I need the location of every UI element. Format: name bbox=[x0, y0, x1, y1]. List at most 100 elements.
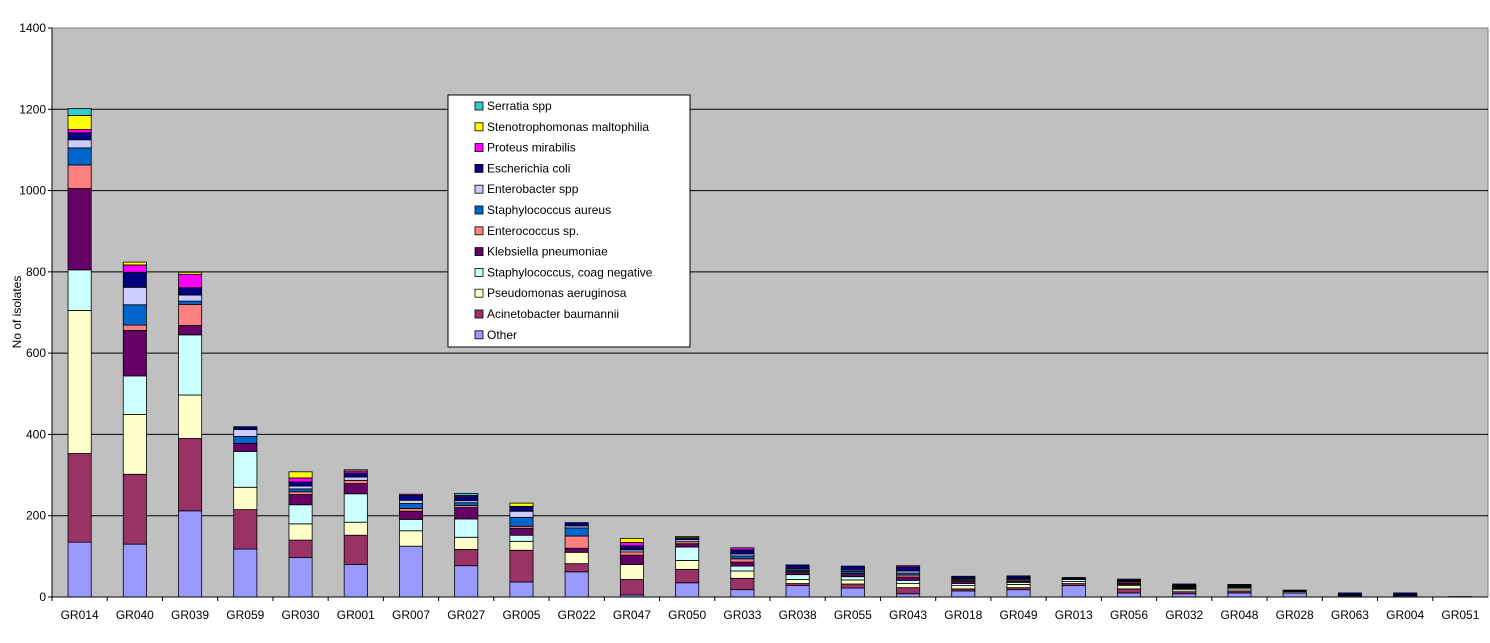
y-tick-label: 1200 bbox=[19, 102, 46, 116]
legend-label: Klebsiella pneumoniae bbox=[487, 245, 608, 259]
bar-segment bbox=[343, 472, 368, 478]
bar-segment bbox=[1227, 584, 1252, 586]
bar-segment bbox=[67, 188, 92, 271]
bar-segment bbox=[288, 504, 313, 525]
bar-segment bbox=[288, 485, 313, 490]
bar-segment bbox=[730, 547, 755, 551]
legend-label: Enterobacter spp bbox=[487, 182, 579, 196]
y-axis-label: No of isolates bbox=[10, 276, 24, 349]
bar-segment bbox=[399, 530, 423, 547]
x-tick-label: GR028 bbox=[1276, 608, 1314, 622]
legend-label: Proteus mirabilis bbox=[487, 141, 576, 155]
legend-label: Other bbox=[487, 328, 517, 342]
bar-segment bbox=[619, 542, 644, 547]
bar-segment bbox=[951, 590, 976, 598]
bar-segment bbox=[343, 479, 368, 485]
bar-segment bbox=[785, 579, 810, 584]
x-tick-label: GR048 bbox=[1220, 608, 1258, 622]
bar-segment bbox=[896, 565, 921, 568]
bar-segment bbox=[509, 534, 534, 542]
bar-segment bbox=[1117, 578, 1141, 581]
bar-segment bbox=[454, 518, 479, 538]
legend-box bbox=[447, 94, 691, 348]
y-tick-label: 200 bbox=[26, 509, 46, 523]
x-tick-label: GR032 bbox=[1165, 608, 1203, 622]
bar-segment bbox=[1337, 592, 1362, 596]
bar-segment bbox=[619, 554, 644, 565]
bar-segment bbox=[288, 491, 313, 495]
bar-segment bbox=[122, 286, 147, 306]
bar-segment bbox=[122, 329, 147, 377]
bar-segment bbox=[67, 139, 92, 149]
legend-label: Enterococcus sp. bbox=[487, 224, 579, 238]
bar-segment bbox=[951, 575, 976, 579]
bar-segment bbox=[675, 560, 700, 570]
bar-segment bbox=[785, 585, 810, 598]
bar-segment bbox=[730, 565, 755, 572]
legend-swatch bbox=[474, 226, 484, 236]
bar-segment bbox=[509, 581, 534, 598]
bar-segment bbox=[564, 535, 589, 549]
bar-segment bbox=[288, 557, 313, 598]
bar-segment bbox=[67, 108, 92, 116]
x-tick-label: GR027 bbox=[447, 608, 485, 622]
bar-segment bbox=[399, 499, 423, 504]
bar-segment bbox=[122, 304, 147, 326]
bar-segment bbox=[122, 473, 147, 545]
legend-label: Staphylococcus, coag negative bbox=[487, 265, 653, 279]
bar-segment bbox=[399, 494, 423, 501]
bar-segment bbox=[67, 129, 92, 134]
legend-swatch bbox=[474, 247, 484, 257]
y-tick-label: 1400 bbox=[19, 21, 46, 35]
legend-swatch bbox=[474, 330, 484, 340]
bar-segment bbox=[67, 164, 92, 189]
bar-segment bbox=[67, 114, 92, 131]
bar-segment bbox=[1061, 585, 1086, 598]
x-tick-label: GR033 bbox=[723, 608, 761, 622]
bar-segment bbox=[178, 271, 203, 275]
bar-segment bbox=[67, 541, 92, 598]
legend-swatch bbox=[474, 163, 484, 173]
bar-segment bbox=[288, 471, 313, 479]
legend-swatch bbox=[474, 267, 484, 277]
bar-segment bbox=[454, 492, 479, 496]
bar-segment bbox=[178, 325, 203, 336]
bar-segment bbox=[785, 564, 810, 570]
axes: 0 200 400 600 800 1000 1200 1400 GR014 GR040 GR039… bbox=[19, 21, 1488, 622]
bar-segment bbox=[178, 294, 203, 302]
x-tick-label: GR055 bbox=[834, 608, 872, 622]
bar-segment bbox=[675, 536, 700, 539]
legend-label: Acinetobacter baumannii bbox=[487, 307, 619, 321]
y-tick-label: 600 bbox=[26, 346, 46, 360]
bar-segment bbox=[730, 589, 755, 598]
bar-segment bbox=[509, 527, 534, 536]
bar-segment bbox=[730, 570, 755, 579]
x-tick-label: GR013 bbox=[1055, 608, 1093, 622]
legend-label: Stenotrophomonas maltophilia bbox=[487, 120, 649, 134]
legend-swatch bbox=[474, 288, 484, 298]
bar-segment bbox=[178, 303, 203, 326]
bar-segment bbox=[730, 549, 755, 555]
plot-area bbox=[51, 27, 1489, 598]
x-tick-label: GR050 bbox=[668, 608, 706, 622]
bar-segment bbox=[896, 587, 921, 595]
x-tick-label: GR030 bbox=[282, 608, 320, 622]
bar-segment bbox=[122, 324, 147, 331]
bar-segment bbox=[619, 545, 644, 551]
legend-label: Serratia spp bbox=[487, 99, 552, 113]
bar-segment bbox=[730, 577, 755, 591]
bar-segment bbox=[509, 510, 534, 518]
bar-segment bbox=[564, 527, 589, 537]
bar-segment bbox=[233, 509, 258, 550]
bar-segment bbox=[675, 568, 700, 584]
bar-segment bbox=[178, 273, 203, 289]
x-tick-label: GR004 bbox=[1386, 608, 1424, 622]
legend-label: Escherichia coli bbox=[487, 161, 570, 175]
bar-segment bbox=[730, 558, 755, 563]
bar-segment bbox=[67, 147, 92, 166]
bar-segment bbox=[896, 576, 921, 581]
bar-segment bbox=[564, 551, 589, 565]
bar-segment bbox=[122, 543, 147, 598]
bar-segment bbox=[564, 522, 589, 527]
